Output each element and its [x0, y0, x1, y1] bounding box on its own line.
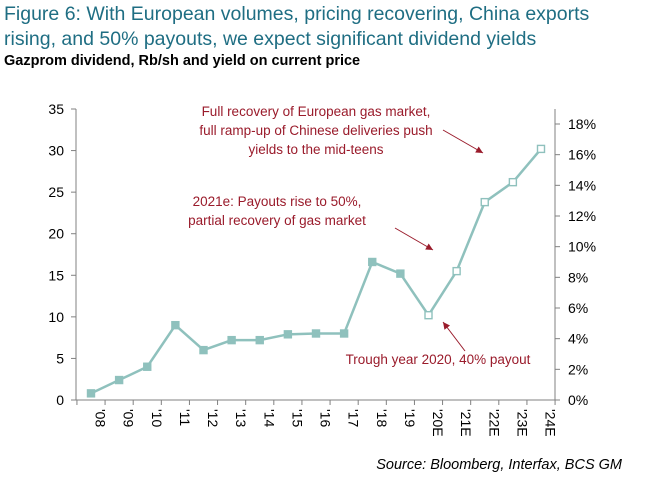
- annotation-text: Full recovery of European gas market,: [202, 104, 431, 119]
- x-tick-label: '19: [402, 409, 418, 427]
- right-y-tick-label: 8%: [568, 269, 588, 285]
- data-point-16: [311, 329, 321, 338]
- data-point-12: [199, 345, 208, 355]
- x-tick-label: '09: [121, 409, 137, 427]
- right-y-tick-label: 12%: [568, 208, 596, 224]
- data-point-18: [368, 257, 377, 267]
- x-tick-label: '10: [149, 409, 165, 427]
- annotation-arrow: [442, 129, 484, 154]
- left-y-tick-label: 25: [48, 184, 64, 200]
- data-point-13: [227, 335, 236, 345]
- x-tick-label: '21E: [458, 409, 474, 437]
- data-point-14: [255, 335, 264, 345]
- left-y-tick-label: 5: [56, 350, 64, 366]
- left-y-tick-label: 35: [48, 101, 64, 117]
- data-point-08: [86, 389, 96, 398]
- data-point-23E: [508, 177, 518, 187]
- data-point-22E: [480, 197, 489, 207]
- x-tick-label: '12: [205, 409, 221, 427]
- x-tick-label: '22E: [486, 409, 502, 437]
- right-y-tick-label: 14%: [568, 177, 596, 193]
- x-tick-label: '17: [346, 409, 362, 427]
- data-point-17: [339, 329, 349, 338]
- left-y-tick-label: 20: [48, 226, 64, 242]
- figure-subtitle: Gazprom dividend, Rb/sh and yield on cur…: [4, 53, 361, 69]
- left-y-tick-label: 30: [48, 143, 64, 159]
- right-y-tick-label: 4%: [568, 331, 588, 347]
- annotation-arrowhead: [475, 146, 483, 153]
- left-y-tick-label: 15: [48, 267, 64, 283]
- source-note: Source: Bloomberg, Interfax, BCS GM: [376, 457, 622, 473]
- x-tick-label: '15: [289, 409, 305, 427]
- right-y-tick-label: 16%: [568, 147, 596, 163]
- data-point-15: [283, 330, 293, 339]
- data-point-09: [114, 375, 124, 385]
- annotation-text: partial recovery of gas market: [188, 213, 366, 228]
- right-y-tick-label: 10%: [568, 239, 596, 255]
- data-point-21E: [452, 266, 461, 276]
- x-tick-label: '20E: [430, 409, 446, 437]
- annotation-arrowhead: [443, 322, 451, 330]
- x-tick-label: '18: [374, 409, 390, 427]
- x-tick-label: '11: [177, 409, 193, 426]
- x-tick-label: '16: [318, 409, 334, 427]
- annotation-arrow: [394, 227, 434, 251]
- data-point-19: [396, 269, 405, 278]
- left-y-tick-label: 10: [48, 309, 64, 325]
- right-y-tick-label: 6%: [568, 300, 588, 316]
- data-point-10: [143, 362, 152, 371]
- annotation-text: Trough year 2020, 40% payout: [346, 352, 531, 367]
- x-tick-label: '13: [233, 409, 249, 427]
- annotation-text: full ramp-up of Chinese deliveries push: [199, 123, 432, 138]
- left-y-tick-label: 0: [56, 392, 64, 408]
- figure-title: Figure 6: With European volumes, pricing…: [4, 3, 590, 50]
- data-point-20E: [424, 310, 433, 320]
- x-tick-label: '24E: [543, 409, 559, 437]
- annotation-text: yields to the mid-teens: [248, 142, 383, 157]
- right-y-tick-label: 0%: [568, 392, 588, 408]
- annotation-arrowhead: [425, 243, 433, 250]
- annotation-text: 2021e: Payouts rise to 50%,: [193, 194, 362, 209]
- data-point-11: [171, 320, 180, 330]
- x-tick-label: '08: [93, 409, 109, 427]
- x-tick-label: '23E: [514, 409, 530, 437]
- data-point-24E: [536, 144, 546, 154]
- right-y-tick-label: 18%: [568, 116, 596, 132]
- x-tick-label: '14: [261, 409, 277, 427]
- right-y-tick-label: 2%: [568, 361, 588, 377]
